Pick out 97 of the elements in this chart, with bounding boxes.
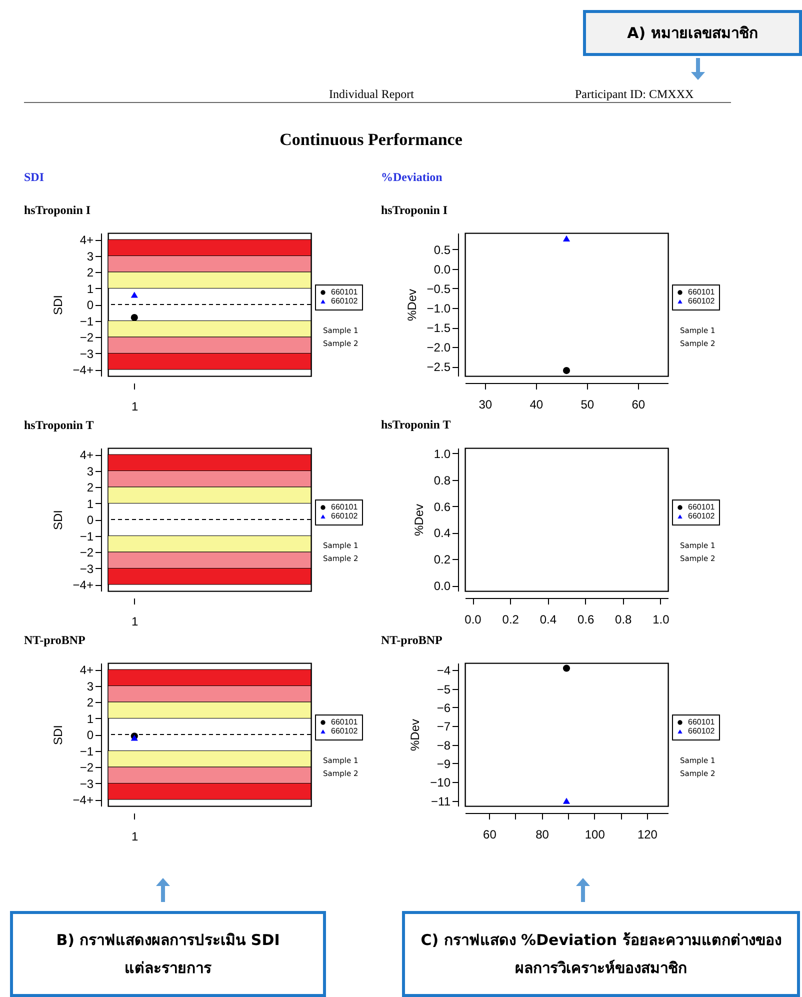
chart-title: hsTroponin T: [381, 417, 451, 432]
y-tick-label: −0.5: [426, 282, 451, 296]
y-tick-label: 1: [86, 282, 94, 296]
chart-title: NT-proBNP: [381, 633, 442, 647]
legend-label: 660101: [688, 718, 716, 726]
y-tick-label: 0: [86, 513, 94, 527]
x-tick-label: 1: [132, 400, 139, 414]
y-tick-label: 0: [86, 298, 94, 312]
y-tick-label: −2: [80, 546, 94, 560]
y-tick-label: −1: [80, 529, 94, 544]
y-tick-label: −3: [80, 346, 94, 361]
y-tick-label: −9: [436, 756, 451, 771]
y-tick-label: 1.0: [434, 446, 451, 461]
y-tick-label: 2: [86, 696, 94, 710]
legend-label: 660102: [688, 726, 716, 736]
x-tick-label: 60: [632, 398, 646, 412]
y-tick-label: −4+: [72, 793, 94, 807]
y-tick-label: −11: [431, 794, 451, 808]
y-tick-label: 4+: [80, 233, 94, 247]
y-tick-label: −5: [436, 682, 451, 696]
text: Individual Report: [329, 87, 414, 102]
y-tick-label: −4+: [72, 363, 94, 377]
y-tick-label: −4+: [72, 578, 94, 592]
x-tick-label: 1: [132, 614, 139, 628]
x-tick-label: 100: [584, 828, 606, 842]
x-tick-label: 0.2: [502, 612, 520, 626]
x-tick-label: 1.0: [652, 612, 670, 626]
legend-label: 660102: [688, 296, 716, 306]
y-tick-label: 0.5: [434, 242, 451, 257]
x-tick-label: 40: [530, 398, 544, 412]
y-tick-label: 0.6: [434, 500, 451, 514]
x-tick-label: 0.6: [577, 612, 594, 626]
legend-label: 660101: [688, 502, 716, 512]
y-tick-label: 0.4: [434, 526, 451, 540]
chart-subtitle: %Deviation: [381, 170, 442, 185]
y-axis-title: %Dev: [404, 288, 419, 322]
y-tick-label: 2: [86, 480, 94, 494]
chart-title: hsTroponin T: [24, 418, 94, 432]
y-tick-label: 3: [86, 679, 94, 694]
y-tick-label: 4+: [80, 663, 94, 677]
y-tick-label: 3: [86, 464, 94, 478]
chart-title: NT-proBNP: [24, 633, 86, 647]
legend-label: 660101: [688, 288, 716, 296]
y-tick-label: −8: [436, 738, 451, 752]
legend-label: 660102: [331, 726, 358, 736]
x-tick-label: 30: [478, 398, 492, 412]
x-tick-label: 0.8: [615, 612, 632, 626]
x-tick-label: 120: [637, 828, 658, 842]
y-tick-label: −1: [80, 314, 94, 328]
legend-label: 660101: [331, 288, 358, 296]
y-tick-label: −1.0: [426, 302, 451, 316]
x-tick-label: 0.4: [540, 612, 557, 626]
x-tick-label: 50: [580, 398, 594, 412]
x-tick-label: 0.0: [464, 612, 482, 626]
y-tick-label: −2.0: [426, 340, 451, 355]
y-tick-label: −3: [80, 562, 94, 576]
legend-label: 660101: [331, 502, 358, 512]
y-axis-title: SDI: [50, 294, 65, 316]
y-tick-label: −6: [436, 700, 451, 715]
y-tick-label: −7: [436, 720, 451, 734]
legend-label: 660102: [331, 296, 358, 306]
chart-title: hsTroponin I: [24, 203, 91, 217]
text: Participant ID: CMXXX: [575, 87, 694, 102]
y-axis-title: %Dev: [412, 504, 426, 536]
y-tick-label: −2: [80, 330, 94, 344]
y-tick-label: −2: [80, 760, 94, 774]
x-tick-label: 60: [483, 828, 497, 842]
chart-subtitle: SDI: [24, 170, 44, 185]
x-tick-label: 80: [536, 828, 550, 842]
y-axis-title: SDI: [50, 724, 65, 746]
text: B) กราฟแสดงผลการประเมิน SDI แต่ละรายการ: [10, 911, 326, 997]
y-tick-label: −10: [430, 776, 451, 790]
y-tick-label: 0: [86, 728, 94, 742]
text: A) หมายเลขสมาชิก: [583, 10, 802, 56]
y-tick-label: 4+: [80, 448, 94, 462]
text: Continuous Performance: [278, 130, 464, 150]
y-tick-label: 0.2: [434, 552, 451, 567]
y-tick-label: −3: [80, 776, 94, 791]
legend-label: 660101: [331, 718, 358, 726]
y-tick-label: 1: [86, 496, 94, 511]
text: C) กราฟแสดง %Deviation ร้อยละความแตกต่างของผลการวิเคราะห์ของสมาชิก: [402, 911, 800, 997]
legend-label: 660102: [688, 512, 716, 520]
y-tick-label: 2: [86, 266, 94, 280]
y-tick-label: 0.8: [434, 473, 451, 488]
chart-title: hsTroponin I: [381, 203, 448, 217]
y-tick-label: −1.5: [426, 321, 451, 336]
y-tick-label: 1: [86, 712, 94, 726]
y-axis-title: %Dev: [408, 718, 422, 752]
y-tick-label: 0.0: [434, 262, 451, 276]
y-tick-label: 0.0: [434, 579, 451, 594]
legend-label: 660102: [331, 512, 358, 520]
y-tick-label: 3: [86, 249, 94, 264]
y-axis-title: SDI: [50, 510, 65, 530]
y-tick-label: −2.5: [426, 360, 451, 374]
x-tick-label: 1: [132, 830, 139, 844]
y-tick-label: −1: [80, 744, 94, 758]
y-tick-label: −4: [436, 664, 451, 678]
